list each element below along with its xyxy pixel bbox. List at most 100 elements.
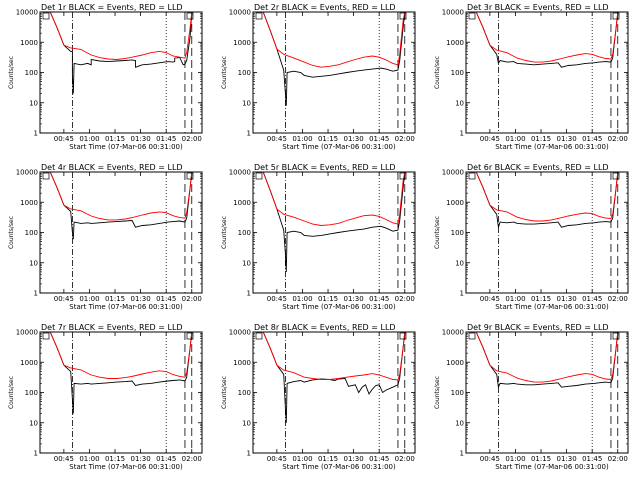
x-tick-label: 01:45 <box>582 455 602 463</box>
chart-panel-4: Det 4r BLACK = Events, RED = LLD Counts/s… <box>8 163 203 311</box>
y-tick-label: 1 <box>460 130 464 138</box>
series-events-line <box>253 331 415 423</box>
x-axis-label: Start Time (07-Mar-06 00:31:00) <box>69 303 183 311</box>
plot-frame <box>39 171 203 294</box>
plot-frame <box>465 171 629 294</box>
x-tick-label: 01:15 <box>318 455 338 463</box>
x-tick-label: 00:45 <box>480 135 500 143</box>
x-tick-label: 01:45 <box>369 295 389 303</box>
y-tick-label: 10000 <box>16 169 38 177</box>
x-tick-label: 01:30 <box>344 295 364 303</box>
x-tick-label: 01:00 <box>79 295 99 303</box>
x-tick-label: 01:00 <box>79 455 99 463</box>
series-events-line <box>466 11 628 68</box>
chart-panel-3: Det 3r BLACK = Events, RED = LLD Counts/s… <box>434 3 629 151</box>
y-tick-label: 1000 <box>446 359 464 367</box>
y-tick-label: 100 <box>25 389 38 397</box>
y-tick-label: 1 <box>34 290 38 298</box>
plot-frame <box>465 11 629 134</box>
y-tick-label: 100 <box>451 389 464 397</box>
x-tick-label: 02:00 <box>395 455 415 463</box>
corner-marker-right <box>612 12 620 20</box>
y-tick-label: 1000 <box>20 39 38 47</box>
y-tick-label: 100 <box>238 69 251 77</box>
x-tick-label: 01:45 <box>369 455 389 463</box>
chart-panel-6: Det 6r BLACK = Events, RED = LLD Counts/s… <box>434 163 629 311</box>
plot-frame <box>465 331 629 454</box>
y-tick-label: 10000 <box>442 329 464 337</box>
x-axis-label: Start Time (07-Mar-06 00:31:00) <box>282 463 396 471</box>
y-axis-label: Counts/sec <box>221 216 228 249</box>
corner-marker-left <box>468 172 476 180</box>
x-tick-label: 00:45 <box>54 455 74 463</box>
chart-title: Det 2r BLACK = Events, RED = LLD <box>254 3 396 12</box>
y-tick-label: 1000 <box>446 199 464 207</box>
series-events-line <box>40 331 202 414</box>
corner-marker-right <box>399 172 407 180</box>
x-axis-label: Start Time (07-Mar-06 00:31:00) <box>282 143 396 151</box>
chart-title: Det 7r BLACK = Events, RED = LLD <box>41 323 183 332</box>
chart-title: Det 9r BLACK = Events, RED = LLD <box>467 323 609 332</box>
series-lld-line <box>253 11 415 68</box>
x-tick-label: 02:00 <box>395 295 415 303</box>
chart-title: Det 1r BLACK = Events, RED = LLD <box>41 3 183 12</box>
x-tick-label: 01:00 <box>292 455 312 463</box>
x-tick-label: 01:15 <box>318 135 338 143</box>
x-tick-label: 02:00 <box>608 295 628 303</box>
x-tick-label: 01:15 <box>318 295 338 303</box>
x-tick-label: 01:30 <box>131 455 151 463</box>
x-tick-label: 00:45 <box>54 135 74 143</box>
x-tick-label: 02:00 <box>395 135 415 143</box>
y-tick-label: 100 <box>25 229 38 237</box>
corner-marker-left <box>255 12 263 20</box>
chart-panel-1: Det 1r BLACK = Events, RED = LLD Counts/s… <box>8 3 203 151</box>
corner-marker-left <box>42 332 50 340</box>
y-tick-label: 1 <box>34 130 38 138</box>
x-tick-label: 01:15 <box>105 295 125 303</box>
corner-marker-right <box>612 172 620 180</box>
series-lld-line <box>466 171 628 222</box>
y-axis-label: Counts/sec <box>8 216 15 249</box>
series-events-line <box>253 11 415 106</box>
x-tick-label: 01:00 <box>505 455 525 463</box>
series-events-line <box>40 171 202 240</box>
y-tick-label: 1 <box>460 450 464 458</box>
x-tick-label: 01:45 <box>582 135 602 143</box>
x-tick-label: 00:45 <box>267 455 287 463</box>
y-tick-label: 1000 <box>20 199 38 207</box>
corner-marker-left <box>255 332 263 340</box>
x-tick-label: 01:15 <box>105 455 125 463</box>
x-tick-label: 01:15 <box>531 135 551 143</box>
y-tick-label: 1000 <box>233 359 251 367</box>
y-axis-label: Counts/sec <box>434 56 441 89</box>
y-tick-label: 1000 <box>446 39 464 47</box>
x-tick-label: 01:15 <box>531 455 551 463</box>
y-tick-label: 10000 <box>229 329 251 337</box>
chart-title: Det 6r BLACK = Events, RED = LLD <box>467 163 609 172</box>
chart-title: Det 3r BLACK = Events, RED = LLD <box>467 3 609 12</box>
x-tick-label: 02:00 <box>182 295 202 303</box>
x-tick-label: 01:45 <box>156 295 176 303</box>
series-events-line <box>466 331 628 389</box>
y-tick-label: 10 <box>242 99 251 107</box>
chart-panel-2: Det 2r BLACK = Events, RED = LLD Counts/s… <box>221 3 416 151</box>
y-tick-label: 10000 <box>442 169 464 177</box>
x-tick-label: 00:45 <box>267 295 287 303</box>
plot-frame <box>39 331 203 454</box>
y-tick-label: 10000 <box>16 329 38 337</box>
y-tick-label: 1 <box>34 450 38 458</box>
y-tick-label: 10 <box>455 419 464 427</box>
y-tick-label: 10000 <box>442 9 464 17</box>
corner-marker-left <box>42 172 50 180</box>
y-tick-label: 1 <box>247 130 251 138</box>
x-tick-label: 01:00 <box>505 295 525 303</box>
y-tick-label: 10 <box>242 419 251 427</box>
x-tick-label: 01:45 <box>369 135 389 143</box>
plot-frame <box>252 331 416 454</box>
x-tick-label: 01:30 <box>557 135 577 143</box>
corner-marker-left <box>468 12 476 20</box>
series-events-line <box>466 171 628 228</box>
chart-panel-7: Det 7r BLACK = Events, RED = LLD Counts/s… <box>8 323 203 471</box>
series-events-line <box>253 171 415 272</box>
chart-title: Det 4r BLACK = Events, RED = LLD <box>41 163 183 172</box>
